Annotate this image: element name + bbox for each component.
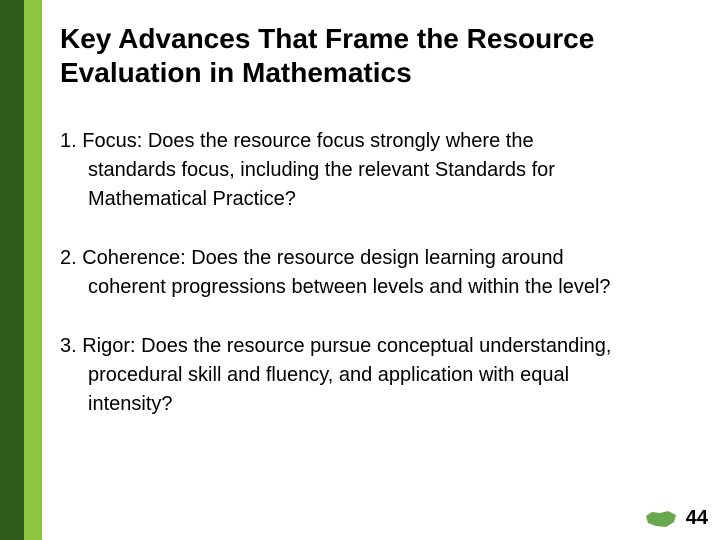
page-number: 44: [686, 507, 708, 530]
slide-title: Key Advances That Frame the Resource Eva…: [60, 22, 700, 89]
slide-content: Key Advances That Frame the Resource Eva…: [60, 22, 700, 449]
key-advances-list: 1. Focus: Does the resource focus strong…: [60, 127, 700, 419]
logo-shape: [646, 511, 676, 527]
sidebar-stripe-light: [24, 0, 42, 540]
list-item: 3. Rigor: Does the resource pursue conce…: [60, 332, 620, 419]
state-logo-icon: [644, 508, 678, 530]
sidebar-stripe-dark: [0, 0, 24, 540]
list-item: 2. Coherence: Does the resource design l…: [60, 244, 620, 302]
left-sidebar: [0, 0, 42, 540]
list-item: 1. Focus: Does the resource focus strong…: [60, 127, 620, 214]
